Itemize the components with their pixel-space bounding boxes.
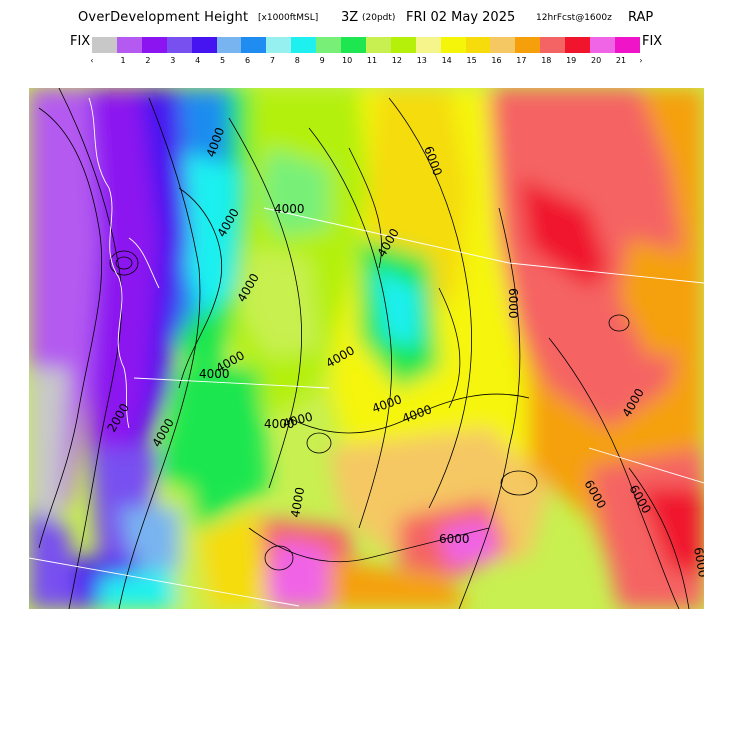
legend-swatch	[92, 37, 117, 53]
legend-low-arrow: ‹	[90, 56, 94, 65]
contour-label: 6000	[439, 532, 470, 546]
legend-swatch	[440, 37, 466, 53]
legend-swatch	[216, 37, 242, 53]
title-forecast-hour: 12hrFcst@1600z	[536, 13, 612, 23]
legend-swatch	[341, 37, 366, 53]
legend-swatch	[590, 37, 615, 53]
legend-tick-label: 4	[195, 56, 201, 65]
title-valid-hour: 3Z	[341, 10, 359, 25]
contour-label: 4000	[274, 202, 305, 216]
contour-lines	[38, 88, 690, 609]
legend-tick-label: 7	[269, 56, 275, 65]
legend-tick-label: 10	[342, 56, 353, 65]
legend-tick-label: 1	[120, 56, 126, 65]
legend-swatch	[490, 37, 516, 53]
legend-tick-label: 13	[416, 56, 427, 65]
legend-tick-label: 14	[441, 56, 452, 65]
legend-tick-label: 17	[516, 56, 527, 65]
legend-tick-label: 8	[294, 56, 300, 65]
legend-tick-label: 3	[170, 56, 176, 65]
legend-swatches	[92, 37, 640, 53]
legend-swatch	[316, 37, 342, 53]
legend-swatch	[166, 37, 192, 53]
legend-tick-label: 19	[566, 56, 577, 65]
legend-tick-label: 18	[541, 56, 552, 65]
legend-fix-right: FIX	[642, 34, 663, 49]
contour-label: 4000	[264, 417, 295, 431]
contour-label: 4000	[288, 486, 307, 519]
shaded-field	[29, 88, 704, 609]
legend-swatch	[291, 37, 317, 53]
legend-swatch	[565, 37, 591, 53]
legend-tick-label: 21	[615, 56, 627, 65]
legend-tick-label: 9	[319, 56, 325, 65]
legend-tick-label: 11	[366, 56, 378, 65]
legend-swatch	[415, 37, 441, 53]
legend-swatch	[116, 37, 142, 53]
legend-tick-label: 6	[244, 56, 251, 65]
legend-swatch	[141, 37, 167, 53]
legend-swatch	[191, 37, 217, 53]
legend-swatch	[266, 37, 292, 53]
color-legend: FIX FIX ‹ › 1 2 3 4 5 6 7 8 9 10 11 12 13 14 15 16 17 18 1…	[0, 34, 734, 68]
title-field-name: OverDevelopment Height	[78, 10, 249, 25]
title-model: RAP	[628, 10, 654, 25]
legend-tick-label: 20	[591, 56, 602, 65]
legend-swatch	[540, 37, 566, 53]
title-units: [x1000ftMSL]	[258, 13, 319, 23]
legend-fix-left: FIX	[70, 34, 91, 49]
legend-tick-label: 2	[145, 56, 151, 65]
legend-tick-label: 12	[391, 56, 402, 65]
legend-swatch	[365, 37, 391, 53]
weather-map: 6000 4000 4000 4000 4000 4000 4000 2000 4000 4000…	[29, 88, 704, 609]
legend-swatch	[515, 37, 541, 53]
legend-tick-label: 15	[466, 56, 477, 65]
contour-label: 4000	[199, 367, 230, 381]
legend-swatch	[465, 37, 491, 53]
chart-title: OverDevelopment Height [x1000ftMSL] 3Z (…	[0, 6, 734, 30]
title-local-time: (20pdt)	[362, 13, 396, 23]
legend-high-arrow: ›	[639, 56, 643, 65]
legend-swatch	[390, 37, 416, 53]
contour-label: 6000	[506, 288, 520, 319]
legend-tick-label: 16	[491, 56, 502, 65]
legend-swatch	[241, 37, 267, 53]
legend-swatch	[614, 37, 640, 53]
title-date: FRI 02 May 2025	[406, 10, 516, 25]
boundary-lines	[29, 97, 704, 607]
legend-tick-label: 5	[220, 56, 226, 65]
